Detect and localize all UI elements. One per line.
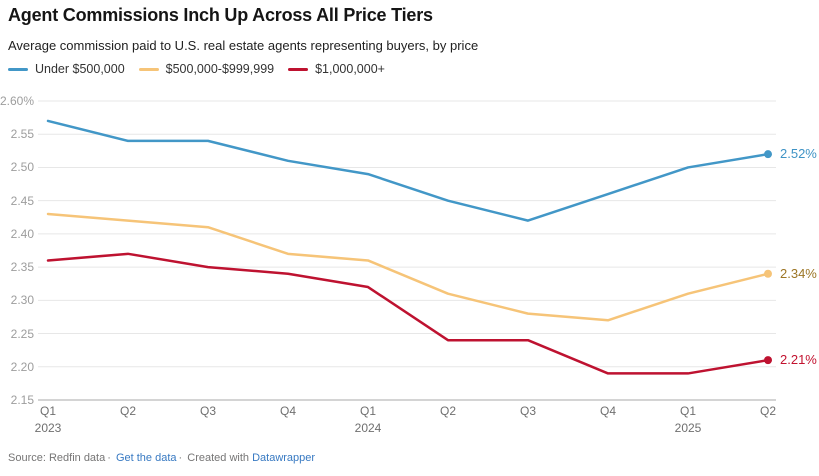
datawrapper-link[interactable]: Datawrapper — [252, 452, 316, 464]
legend-swatch-icon — [8, 67, 28, 71]
legend-label: $1,000,000+ — [315, 62, 385, 76]
series-line-0 — [46, 119, 770, 222]
legend-swatch-icon — [138, 67, 159, 71]
legend-label: Under $500,000 — [35, 62, 125, 76]
legend-label: $500,000-$999,999 — [165, 62, 275, 76]
created-with-text: Created with — [187, 452, 250, 464]
get-data-link[interactable]: Get the data — [115, 452, 177, 464]
series-line-1 — [46, 212, 770, 322]
series-line-2 — [46, 252, 770, 375]
legend: Under $500,000 $500,000-$999,999 $1,000,00… — [8, 62, 385, 76]
series-end-dot-0 — [764, 150, 772, 159]
legend-swatch-icon — [288, 67, 309, 71]
series-end-dot-2 — [764, 356, 772, 365]
legend-item: Under $500,000 — [8, 62, 125, 76]
legend-item: $500,000-$999,999 — [138, 62, 275, 76]
legend-item: $1,000,000+ — [288, 62, 385, 76]
separator-dot: · — [107, 452, 111, 464]
chart-subtitle: Average commission paid to U.S. real est… — [8, 38, 479, 53]
footer: Source: Redfin data · Get the data · Creat… — [8, 452, 315, 464]
separator-dot: · — [178, 452, 183, 464]
series-end-dot-1 — [764, 269, 772, 278]
source-text: Source: Redfin data — [8, 452, 106, 464]
page-title: Agent Commissions Inch Up Across All Pri… — [8, 5, 433, 25]
